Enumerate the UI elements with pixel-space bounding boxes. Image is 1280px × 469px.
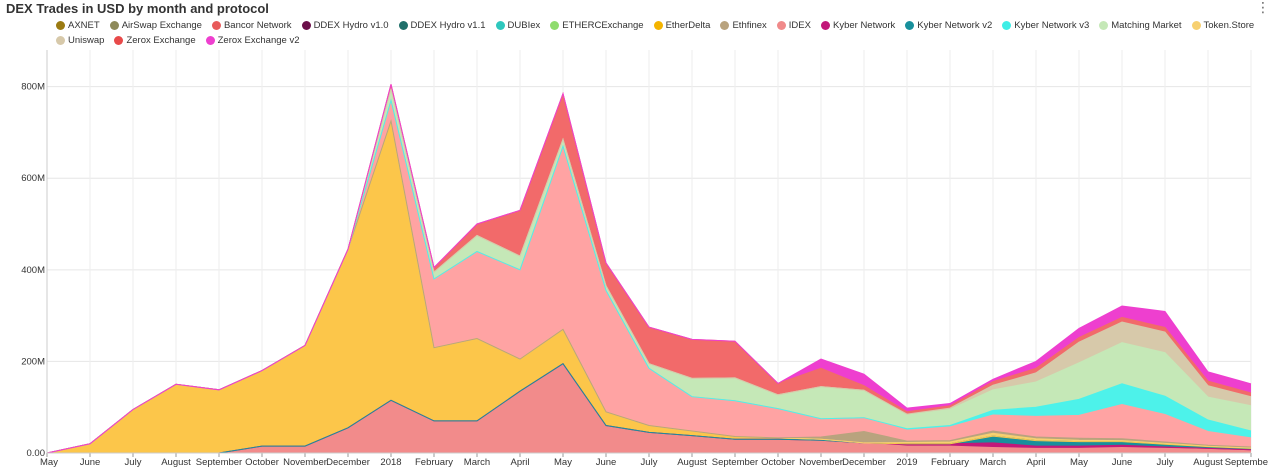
- legend-label: AXNET: [68, 19, 100, 31]
- x-tick-label: August: [1193, 457, 1223, 468]
- legend-swatch: [776, 20, 786, 30]
- legend-swatch: [109, 20, 119, 30]
- legend-item[interactable]: AirSwap Exchange: [109, 19, 202, 31]
- legend-label: Ethfinex: [732, 19, 767, 31]
- area-series-kyber-network-v2[interactable]: [47, 363, 1251, 453]
- legend-item[interactable]: DDEX Hydro v1.0: [301, 19, 389, 31]
- legend-label: AirSwap Exchange: [121, 19, 202, 31]
- series-line: [46, 84, 1252, 454]
- legend-swatch: [820, 20, 830, 30]
- legend-swatch: [550, 20, 560, 30]
- x-tick-label: July: [125, 457, 142, 468]
- legend-item[interactable]: AXNET: [56, 19, 100, 31]
- legend-swatch: [56, 20, 65, 30]
- x-tick-label: August: [161, 457, 191, 468]
- chart-title: DEX Trades in USD by month and protocol: [6, 1, 269, 16]
- legend-swatch: [114, 35, 124, 45]
- y-tick-label: 400M: [21, 265, 45, 276]
- x-tick-label: July: [641, 457, 658, 468]
- legend-label: DDEX Hydro v1.1: [410, 19, 486, 31]
- x-tick-label: November: [283, 457, 327, 468]
- legend-label: Kyber Network v3: [1014, 19, 1090, 31]
- more-options-icon[interactable]: ⋮: [1256, 0, 1270, 16]
- x-tick-label: March: [464, 457, 490, 468]
- x-tick-label: May: [40, 457, 58, 468]
- x-tick-label: July: [1157, 457, 1174, 468]
- legend-item[interactable]: Zerox Exchange: [114, 34, 196, 46]
- legend-swatch: [205, 35, 215, 45]
- legend-item[interactable]: Token.Store: [1191, 19, 1255, 31]
- legend-label: Uniswap: [68, 34, 105, 46]
- legend-label: Token.Store: [1203, 19, 1255, 31]
- legend-item[interactable]: Ethfinex: [720, 19, 767, 31]
- x-tick-label: February: [415, 457, 453, 468]
- x-tick-label: October: [245, 457, 279, 468]
- area-series-idex[interactable]: [47, 100, 1251, 454]
- legend-label: Zerox Exchange: [126, 34, 196, 46]
- legend-swatch: [398, 20, 408, 30]
- legend-label: Matching Market: [1111, 19, 1182, 31]
- legend-swatch: [1002, 20, 1012, 30]
- legend-label: IDEX: [788, 19, 811, 31]
- legend-swatch: [495, 20, 505, 30]
- legend-label: Zerox Exchange v2: [217, 34, 300, 46]
- legend-item[interactable]: Kyber Network v3: [1002, 19, 1089, 31]
- x-tick-label: May: [554, 457, 572, 468]
- legend-item[interactable]: Kyber Network v2: [905, 19, 992, 31]
- x-tick-label: February: [931, 457, 969, 468]
- legend-swatch: [720, 20, 730, 30]
- area-series-etherdelta[interactable]: [47, 121, 1251, 453]
- legend-label: Kyber Network v2: [917, 19, 993, 31]
- x-tick-label: April: [1026, 457, 1045, 468]
- legend-label: DDEX Hydro v1.0: [313, 19, 389, 31]
- x-tick-label: Septembe: [1225, 457, 1268, 468]
- legend-item[interactable]: Zerox Exchange v2: [205, 34, 300, 46]
- area-series-bancor-network[interactable]: [47, 363, 1251, 453]
- legend-item[interactable]: IDEX: [776, 19, 811, 31]
- legend-item[interactable]: EtherDelta: [653, 19, 711, 31]
- legend-swatch: [211, 20, 221, 30]
- legend-label: Bancor Network: [223, 19, 292, 31]
- legend-swatch: [56, 35, 65, 45]
- y-tick-label: 800M: [21, 82, 45, 93]
- x-tick-label: December: [326, 457, 370, 468]
- x-tick-label: June: [80, 457, 101, 468]
- x-tick-label: June: [1112, 457, 1133, 468]
- x-tick-label: October: [761, 457, 795, 468]
- chart-legend: AXNET AirSwap Exchange Bancor Network DDEX …: [56, 19, 1271, 46]
- x-tick-label: 2019: [896, 457, 917, 468]
- legend-item[interactable]: DUBIex: [495, 19, 541, 31]
- x-tick-label: March: [980, 457, 1006, 468]
- legend-item[interactable]: Bancor Network: [211, 19, 292, 31]
- y-tick-label: 600M: [21, 173, 45, 184]
- x-tick-label: May: [1070, 457, 1088, 468]
- legend-label: DUBIex: [507, 19, 541, 31]
- x-tick-label: September: [196, 457, 242, 468]
- legend-label: Kyber Network: [832, 19, 896, 31]
- x-tick-label: June: [596, 457, 617, 468]
- x-tick-label: November: [799, 457, 843, 468]
- legend-swatch: [653, 20, 663, 30]
- legend-item[interactable]: Matching Market: [1099, 19, 1182, 31]
- legend-swatch: [905, 20, 915, 30]
- legend-item[interactable]: DDEX Hydro v1.1: [398, 19, 486, 31]
- legend-swatch: [1099, 20, 1109, 30]
- x-tick-label: September: [712, 457, 758, 468]
- x-tick-label: August: [677, 457, 707, 468]
- legend-item[interactable]: Kyber Network: [820, 19, 896, 31]
- x-tick-label: 2018: [380, 457, 401, 468]
- legend-item[interactable]: ETHERCExchange: [550, 19, 644, 31]
- legend-label: EtherDelta: [665, 19, 711, 31]
- y-tick-label: 0.00: [27, 448, 46, 459]
- legend-label: ETHERCExchange: [562, 19, 644, 31]
- x-tick-label: April: [510, 457, 529, 468]
- legend-item[interactable]: Uniswap: [56, 34, 104, 46]
- x-tick-label: December: [842, 457, 886, 468]
- y-tick-label: 200M: [21, 356, 45, 367]
- legend-swatch: [301, 20, 311, 30]
- legend-swatch: [1191, 20, 1201, 30]
